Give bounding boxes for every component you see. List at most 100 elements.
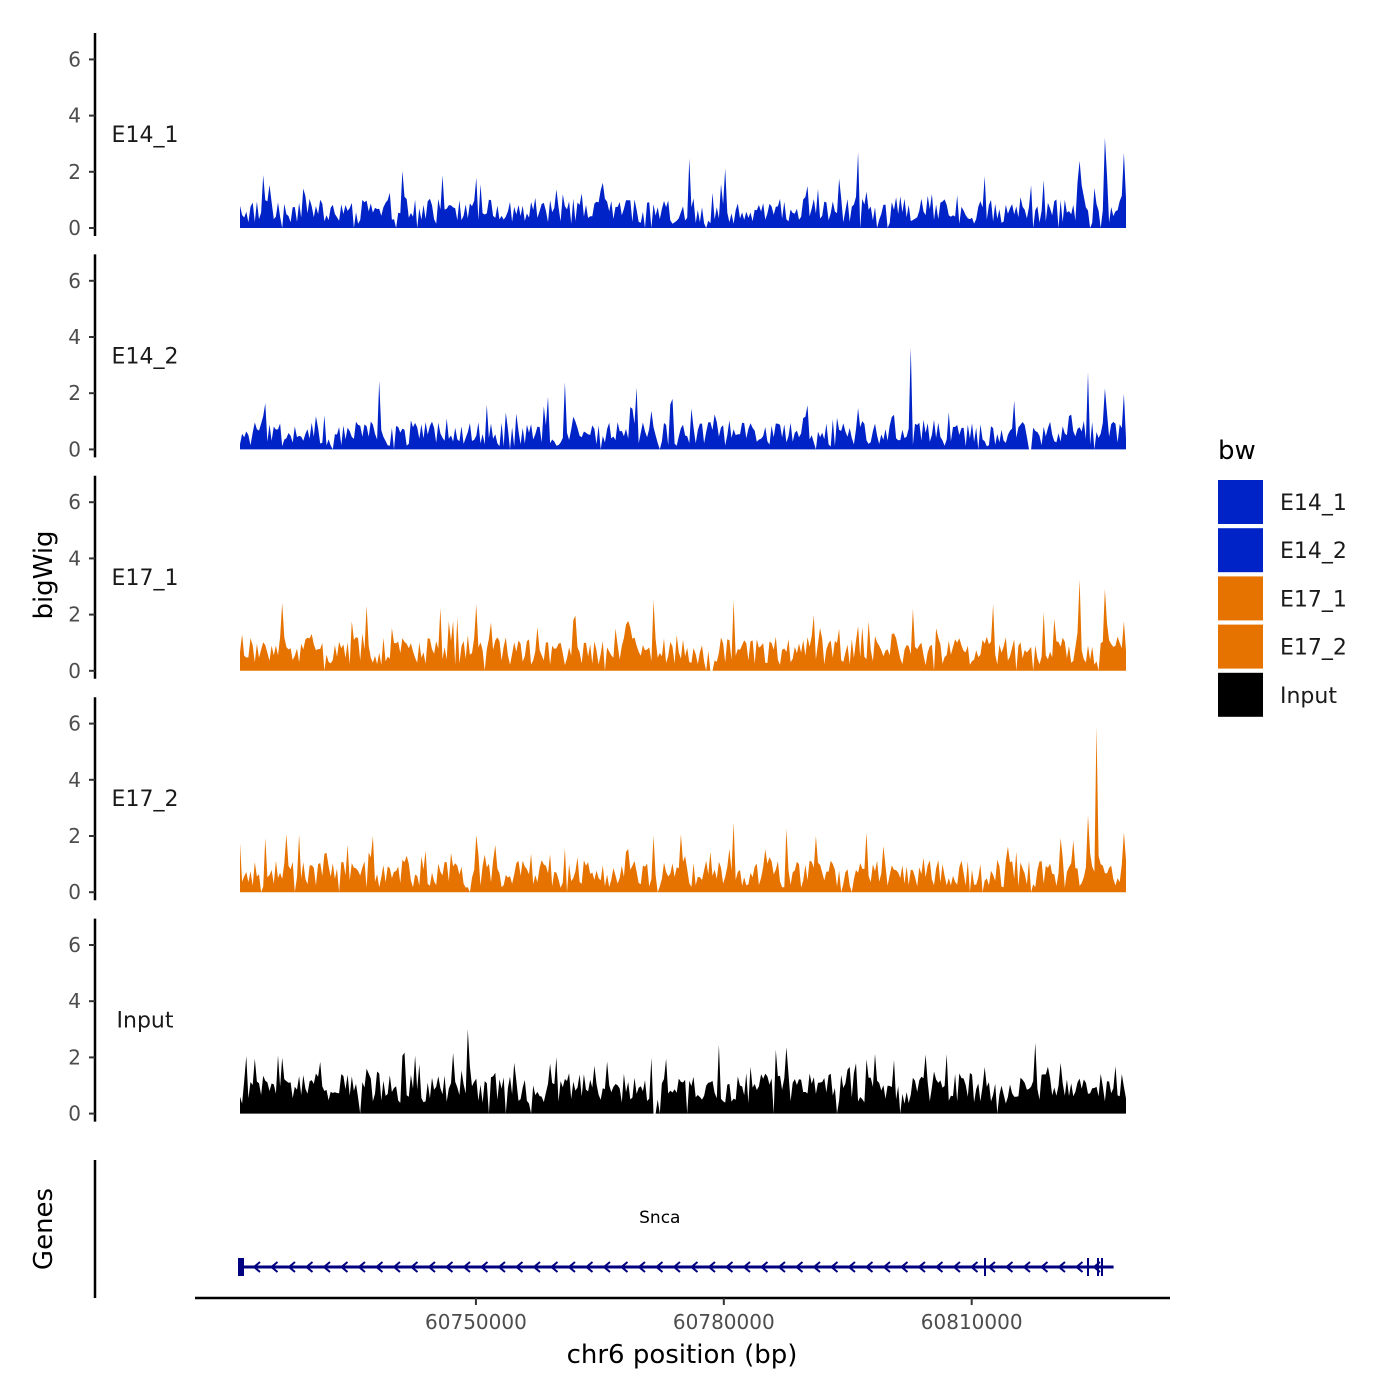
x-tick-label: 60750000	[425, 1310, 527, 1334]
y-tick-label: 6	[68, 712, 81, 736]
x-axis: 60750000 60780000 60810000 chr6 position (b…	[195, 1296, 1170, 1370]
strand-arrow	[847, 1261, 856, 1273]
strand-arrow	[427, 1261, 436, 1273]
legend-swatch	[1218, 480, 1263, 524]
signal-area	[240, 579, 1126, 671]
strand-arrow	[1022, 1261, 1031, 1273]
y-tick-label: 4	[68, 989, 81, 1013]
y-tick-label: 2	[68, 160, 81, 184]
track-input: 0 2 4 6 Input	[68, 918, 1126, 1126]
y-tick-label: 4	[68, 768, 81, 792]
strand-arrow	[479, 1261, 489, 1273]
legend-item-e14_1: E14_1	[1218, 480, 1347, 524]
track-e14_1: 0 2 4 6 E14_1	[68, 33, 1126, 240]
legend-item-e17_2: E17_2	[1218, 624, 1347, 669]
y-tick-label: 2	[68, 603, 81, 627]
legend-label: E17_1	[1280, 587, 1347, 612]
strand-arrow	[514, 1261, 524, 1273]
legend-swatch	[1218, 624, 1263, 669]
legend-item-e14_2: E14_2	[1218, 528, 1347, 573]
tracks: 0 2 4 6 E14_1 0 2 4 6 E14_2 0 2 4 6 E17_1 0 2 4 6 E17_2 0 2 4 6…	[29, 33, 1126, 1126]
strand-arrow	[969, 1261, 979, 1273]
strand-arrow	[934, 1261, 944, 1273]
legend-item-input: Input	[1218, 672, 1337, 717]
legend-title: bw	[1218, 436, 1256, 466]
strand-arrow	[444, 1261, 454, 1273]
strand-arrow	[602, 1261, 611, 1273]
y-tick-label: 0	[68, 659, 81, 683]
genes-panel: Genes Snca	[29, 1160, 1114, 1298]
strand-arrow	[252, 1261, 261, 1273]
y-tick-label: 6	[68, 933, 81, 957]
signal-area	[240, 347, 1126, 450]
strand-arrow	[304, 1261, 314, 1273]
strand-arrow	[829, 1261, 839, 1273]
strand-arrow	[724, 1261, 734, 1273]
strand-arrow	[899, 1261, 909, 1273]
track-label: E17_1	[112, 566, 179, 591]
strand-arrow	[269, 1261, 279, 1273]
strand-arrow	[1074, 1261, 1084, 1273]
strand-arrow	[777, 1261, 786, 1273]
strand-arrow	[864, 1261, 874, 1273]
strand-arrow	[462, 1261, 471, 1273]
gene-exon	[238, 1258, 244, 1276]
track-e17_2: 0 2 4 6 E17_2	[68, 697, 1126, 904]
strand-arrow	[707, 1261, 716, 1273]
strand-arrow	[882, 1261, 891, 1273]
track-label: E17_2	[112, 787, 179, 812]
strand-arrow	[409, 1261, 419, 1273]
strand-arrow	[742, 1261, 751, 1273]
strand-arrow	[759, 1261, 769, 1273]
strand-arrow	[497, 1261, 506, 1273]
strand-arrow	[952, 1261, 961, 1273]
strand-arrow	[917, 1261, 926, 1273]
strand-arrow	[812, 1261, 821, 1273]
legend: bw E14_1 E14_2 E17_1 E17_2 Input	[1218, 436, 1347, 717]
signal-area	[240, 1029, 1126, 1114]
strand-arrow	[374, 1261, 384, 1273]
legend-label: Input	[1280, 684, 1337, 709]
y-tick-label: 6	[68, 269, 81, 293]
strand-arrow	[689, 1261, 699, 1273]
x-tick-label: 60810000	[921, 1310, 1023, 1334]
strand-arrow	[1039, 1261, 1049, 1273]
y-axis-title: bigWig	[29, 530, 59, 619]
legend-label: E14_2	[1280, 539, 1347, 564]
x-tick-label: 60780000	[673, 1310, 775, 1334]
track-label: E14_1	[112, 123, 179, 148]
y-tick-label: 4	[68, 325, 81, 349]
gene-name: Snca	[639, 1208, 680, 1228]
track-e17_1: 0 2 4 6 E17_1	[68, 475, 1126, 683]
y-tick-label: 0	[68, 216, 81, 240]
y-tick-label: 4	[68, 546, 81, 570]
strand-arrow	[392, 1261, 401, 1273]
strand-arrow	[619, 1261, 629, 1273]
strand-arrow	[637, 1261, 646, 1273]
y-tick-label: 6	[68, 47, 81, 71]
track-label: E14_2	[112, 344, 179, 369]
genes-axis-title: Genes	[29, 1188, 59, 1270]
signal-area	[240, 137, 1126, 228]
strand-arrow	[794, 1261, 804, 1273]
y-tick-label: 0	[68, 1102, 81, 1126]
y-tick-label: 2	[68, 1045, 81, 1069]
legend-label: E17_2	[1280, 636, 1347, 661]
legend-swatch	[1218, 672, 1263, 717]
strand-arrow	[584, 1261, 594, 1273]
y-tick-label: 4	[68, 104, 81, 128]
gene-snca: Snca	[238, 1208, 1114, 1276]
strand-arrow	[357, 1261, 366, 1273]
track-e14_2: 0 2 4 6 E14_2	[68, 254, 1126, 461]
strand-arrow	[1092, 1261, 1101, 1273]
y-tick-label: 2	[68, 824, 81, 848]
strand-arrow	[567, 1261, 576, 1273]
strand-arrow	[322, 1261, 331, 1273]
track-label: Input	[117, 1009, 174, 1034]
strand-arrow	[1057, 1261, 1066, 1273]
legend-swatch	[1218, 528, 1263, 573]
strand-arrow	[987, 1261, 996, 1273]
strand-arrow	[549, 1261, 559, 1273]
legend-label: E14_1	[1280, 491, 1347, 516]
y-tick-label: 0	[68, 437, 81, 461]
